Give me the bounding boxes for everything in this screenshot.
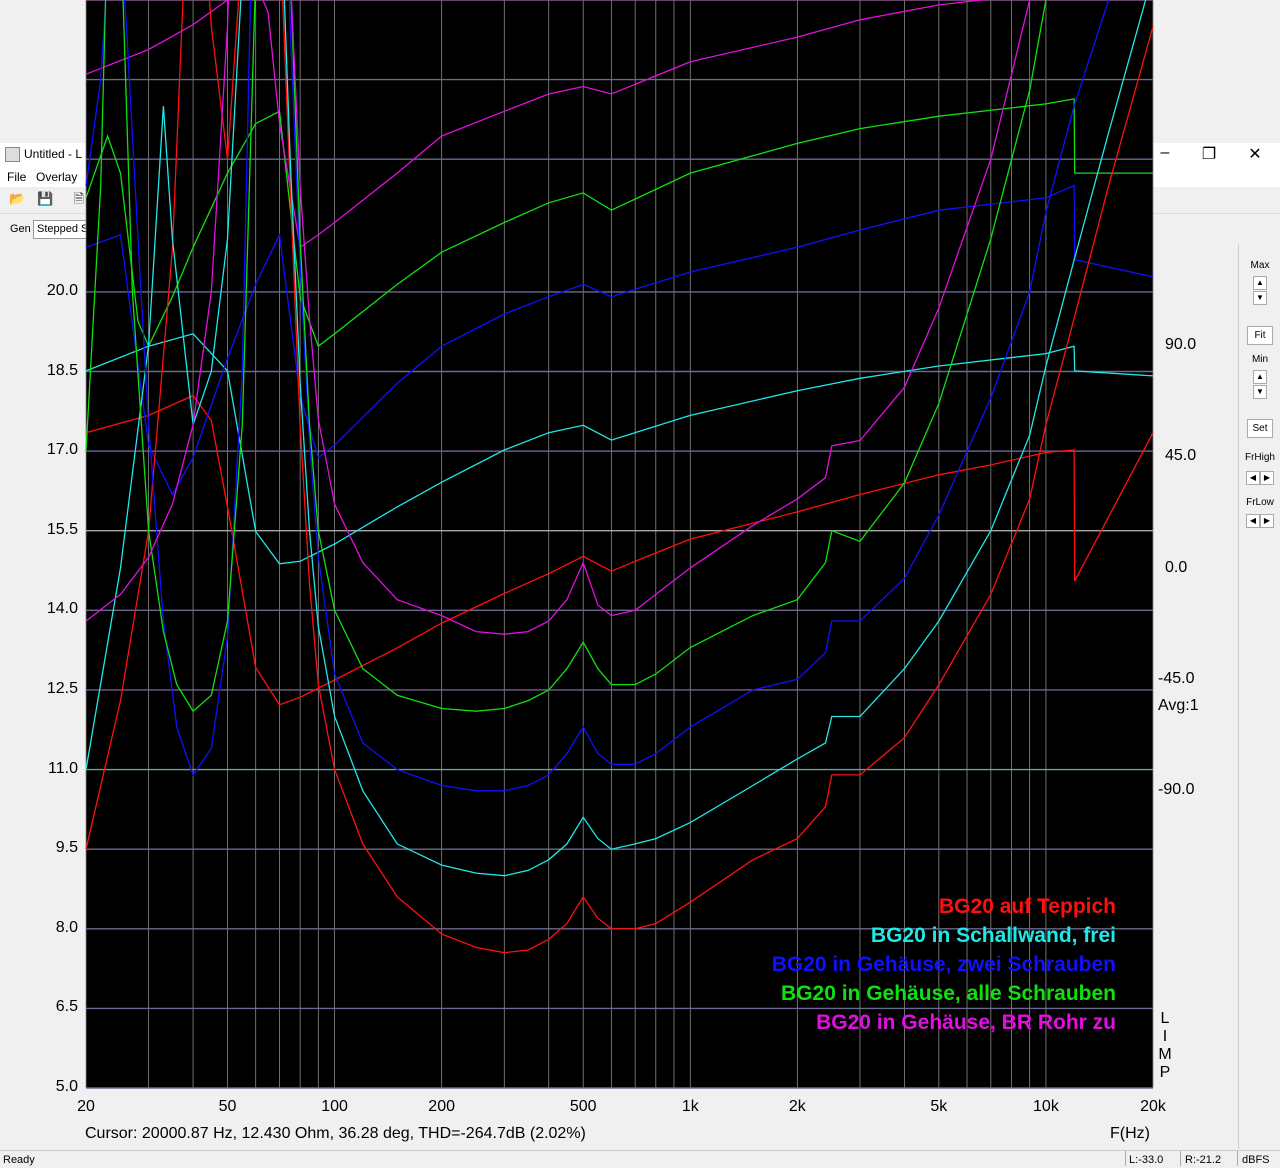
min-down-button[interactable]: ▼ — [1253, 385, 1267, 399]
x-tick-label: 2k — [788, 1098, 806, 1115]
impedance-line — [85, 0, 1147, 877]
y-tick-label: 17.0 — [46, 441, 78, 459]
limp-letter: L — [1160, 1010, 1170, 1027]
frhigh-right-button[interactable]: ▶ — [1260, 471, 1274, 485]
y-tick-label: 11.0 — [48, 759, 78, 777]
x-unit-label: F(Hz) — [1110, 1125, 1150, 1142]
close-button[interactable]: ✕ — [1248, 146, 1262, 163]
chart-legend: BG20 auf Teppich BG20 in Schallwand, fre… — [772, 892, 1116, 1037]
status-ready: Ready — [3, 1154, 35, 1166]
limp-letter: I — [1162, 1028, 1168, 1045]
phase-line — [85, 333, 1154, 565]
x-tick-label: 20k — [1140, 1098, 1166, 1115]
x-tick-label: 1k — [681, 1098, 699, 1115]
menu-file[interactable]: File — [7, 170, 27, 184]
y2-tick-label: 45.0 — [1165, 447, 1197, 465]
max-up-button[interactable]: ▲ — [1253, 276, 1267, 290]
legend-entry: BG20 auf Teppich — [939, 895, 1116, 918]
status-bar: Ready L:-33.0 R:-21.2 dBFS — [0, 1150, 1280, 1168]
new-icon[interactable]: 🗎 — [73, 191, 85, 206]
x-tick-label: 20 — [77, 1098, 95, 1115]
phase-line — [85, 394, 1154, 706]
frlow-left-button[interactable]: ◀ — [1246, 514, 1260, 528]
status-right-level: R:-21.2 — [1185, 1154, 1222, 1166]
phase-line — [85, 98, 1153, 348]
x-tick-label: 50 — [218, 1098, 237, 1115]
frhigh-label: FrHigh — [1244, 452, 1275, 463]
restore-button[interactable]: ❐ — [1201, 146, 1217, 163]
minimize-button[interactable]: – — [1160, 144, 1170, 161]
window-title: Untitled - L — [24, 147, 83, 161]
x-tick-label: 100 — [321, 1098, 348, 1115]
x-tick-label: 500 — [569, 1098, 597, 1115]
status-left-level: L:-33.0 — [1129, 1154, 1164, 1166]
legend-entry: BG20 in Gehäuse, BR Rohr zu — [816, 1011, 1116, 1034]
y-tick-label: 6.5 — [55, 998, 78, 1016]
generator-label: Gen — [10, 223, 31, 235]
y-tick-label: 8.0 — [55, 918, 78, 936]
y2-tick-label: -90.0 — [1158, 781, 1195, 799]
cursor-readout: Cursor: 20000.87 Hz, 12.430 Ohm, 36.28 d… — [85, 1125, 586, 1142]
app-icon — [5, 147, 20, 162]
phase-line — [85, 0, 988, 249]
limp-letter: M — [1158, 1046, 1172, 1063]
max-label: Max — [1250, 260, 1270, 271]
frlow-right-button[interactable]: ▶ — [1260, 514, 1274, 528]
phase-line — [85, 184, 1154, 496]
fit-button[interactable]: Fit — [1247, 326, 1273, 345]
status-unit: dBFS — [1242, 1154, 1270, 1166]
right-control-panel: Max ▲ ▼ Fit Min ▲ ▼ Set FrHigh ◀ ▶ FrLow… — [1238, 244, 1280, 1149]
legend-entry: BG20 in Schallwand, frei — [870, 924, 1116, 947]
y2-tick-label: 90.0 — [1165, 336, 1197, 354]
y-tick-label: 14.0 — [46, 600, 78, 618]
plot-area — [86, 0, 1153, 1088]
y-tick-label: 18.5 — [46, 361, 78, 379]
x-tick-label: 5k — [930, 1098, 948, 1115]
status-separator — [1180, 1151, 1181, 1166]
impedance-line — [85, 0, 1154, 954]
frlow-label: FrLow — [1246, 497, 1274, 508]
chart-series — [85, 0, 1154, 954]
menu-overlay[interactable]: Overlay — [36, 170, 78, 184]
impedance-line — [85, 0, 1110, 792]
min-up-button[interactable]: ▲ — [1253, 370, 1267, 384]
impedance-line — [85, 0, 1047, 713]
min-label: Min — [1251, 354, 1269, 365]
save-icon[interactable]: 💾 — [37, 191, 54, 206]
limp-letter: P — [1159, 1064, 1171, 1081]
legend-entry: BG20 in Gehäuse, alle Schrauben — [781, 982, 1116, 1005]
status-separator — [1125, 1151, 1126, 1166]
legend-entry: BG20 in Gehäuse, zwei Schrauben — [771, 953, 1116, 976]
y2-tick-label: 0.0 — [1165, 558, 1188, 576]
y-tick-label: 15.5 — [46, 520, 78, 538]
max-down-button[interactable]: ▼ — [1253, 291, 1267, 305]
y-tick-label: 20.0 — [46, 281, 78, 299]
avg-label: Avg:1 — [1158, 697, 1199, 714]
set-button[interactable]: Set — [1247, 419, 1273, 438]
status-separator — [1237, 1151, 1238, 1166]
y-tick-label: 12.5 — [46, 679, 78, 697]
y2-tick-label: -45.0 — [1158, 670, 1195, 687]
frhigh-left-button[interactable]: ◀ — [1246, 471, 1260, 485]
x-tick-label: 200 — [428, 1098, 455, 1115]
open-icon[interactable]: 📂 — [9, 191, 26, 206]
y-tick-label: 9.5 — [55, 839, 78, 857]
impedance-line — [85, 0, 1031, 635]
y-tick-label: 5.0 — [55, 1078, 78, 1095]
x-tick-label: 10k — [1033, 1098, 1059, 1115]
limp-label: L I M P — [1158, 1010, 1172, 1082]
